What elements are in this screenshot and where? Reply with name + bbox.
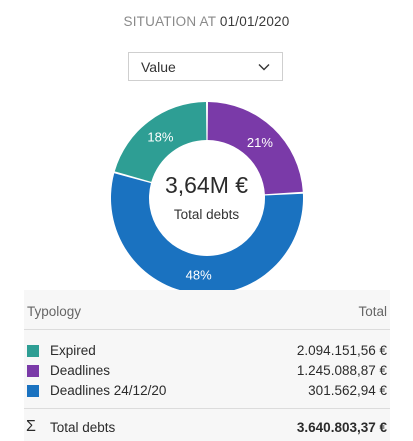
situation-label: SITUATION AT [123, 14, 216, 29]
slice-deadlines[interactable] [207, 102, 303, 195]
metric-dropdown[interactable]: Value [128, 52, 283, 81]
slice-deadlines-24-12-20[interactable] [111, 173, 303, 294]
slice-label: 21% [247, 135, 273, 150]
row-label: Expired [50, 343, 96, 358]
slice-label: 18% [147, 130, 173, 145]
row-label: Deadlines 24/12/20 [50, 383, 167, 398]
row-value: 2.094.151,56 € [296, 343, 387, 358]
legend-swatch-expired [27, 345, 39, 357]
total-divider [24, 408, 390, 409]
typology-table: Typology Total Expired 2.094.151,56 € De… [24, 290, 390, 441]
table-row-deadlines-24-12-20: Deadlines 24/12/20 301.562,94 € [24, 382, 390, 402]
column-total: Total [358, 304, 387, 319]
table-row-deadlines: Deadlines 1.245.088,87 € [24, 362, 390, 382]
chevron-down-icon [258, 63, 270, 70]
legend-swatch-deadlines-24-12-20 [27, 385, 39, 397]
slice-expired[interactable] [114, 102, 207, 182]
row-value: 301.562,94 € [308, 383, 387, 398]
table-header: Typology Total [24, 290, 390, 330]
legend-swatch-deadlines [27, 365, 39, 377]
slice-label: 48% [186, 268, 212, 283]
row-label: Deadlines [50, 363, 111, 378]
chart-center-value: 3,64M € [164, 172, 249, 198]
total-label: Total debts [50, 420, 116, 435]
donut-chart: 21% 48% 18% [111, 102, 303, 294]
table-row-total: Σ Total debts 3.640.803,37 € [24, 418, 390, 439]
situation-header: SITUATION AT 01/01/2020 [0, 14, 413, 29]
situation-date: 01/01/2020 [219, 14, 290, 29]
table-row-expired: Expired 2.094.151,56 € [24, 342, 390, 362]
total-value: 3.640.803,37 € [296, 420, 387, 435]
sigma-icon: Σ [26, 418, 36, 435]
chart-center-label: Total debts [173, 207, 240, 222]
metric-dropdown-value: Value [141, 58, 176, 75]
column-typology: Typology [27, 304, 82, 319]
row-value: 1.245.088,87 € [296, 363, 387, 378]
